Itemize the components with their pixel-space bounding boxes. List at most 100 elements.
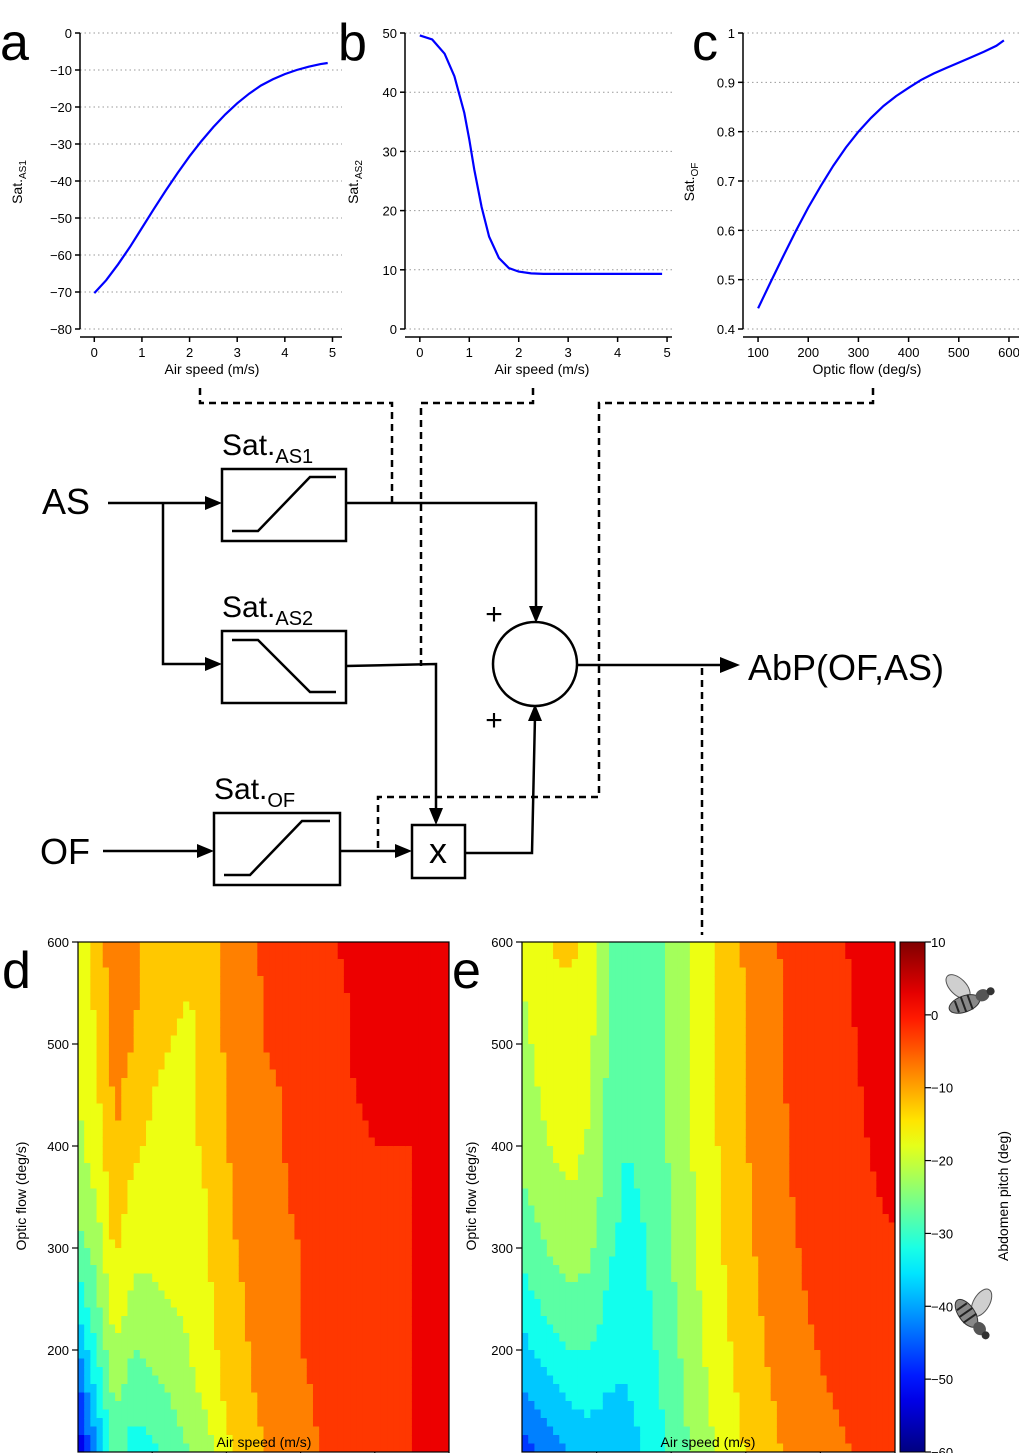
heat-cell xyxy=(263,993,271,1003)
heat-cell xyxy=(571,1299,579,1309)
heat-cell xyxy=(164,1154,172,1164)
heat-cell xyxy=(590,1418,598,1428)
heat-cell xyxy=(627,1061,635,1071)
heat-cell xyxy=(139,1358,147,1368)
heat-cell xyxy=(565,1137,573,1147)
heat-cell xyxy=(238,1333,246,1343)
heat-cell xyxy=(84,1375,91,1385)
heat-cell xyxy=(201,1316,209,1326)
heat-cell xyxy=(306,1418,314,1428)
heat-cell xyxy=(244,1273,252,1283)
heat-cell xyxy=(288,1307,296,1317)
heat-cell xyxy=(424,1069,432,1079)
heat-cell xyxy=(201,1010,209,1020)
heat-cell xyxy=(565,1256,573,1266)
heat-cell xyxy=(337,1197,345,1207)
heat-cell xyxy=(565,1129,573,1139)
heat-cell xyxy=(115,1044,122,1054)
heat-cell xyxy=(306,1061,314,1071)
heat-cell xyxy=(238,976,246,986)
heat-cell xyxy=(195,1188,203,1198)
heat-cell xyxy=(251,1129,258,1139)
heat-cell xyxy=(399,1443,407,1452)
heat-cell xyxy=(195,1052,203,1062)
heat-cell xyxy=(195,1307,203,1317)
heat-cell xyxy=(602,1035,610,1045)
heat-cell xyxy=(269,1052,277,1062)
heat-cell xyxy=(540,1188,548,1198)
heat-cell xyxy=(288,1035,296,1045)
heat-cell xyxy=(102,1307,110,1317)
heat-cell xyxy=(522,1010,529,1020)
heat-cell xyxy=(331,950,339,960)
heat-cell xyxy=(571,1341,579,1351)
heat-cell xyxy=(121,1316,129,1326)
heat-cell xyxy=(96,1027,104,1037)
heat-cell xyxy=(214,1409,221,1419)
heat-cell xyxy=(164,1273,172,1283)
heat-cell xyxy=(362,1171,370,1181)
heat-cell xyxy=(90,1418,98,1428)
heat-cell xyxy=(540,1154,548,1164)
heat-cell xyxy=(343,1248,351,1258)
heat-cell xyxy=(571,1137,579,1147)
heat-cell xyxy=(436,1239,444,1249)
heat-cell xyxy=(534,1231,542,1241)
heat-cell xyxy=(405,1154,413,1164)
heat-cell xyxy=(577,1001,585,1011)
heat-cell xyxy=(405,1137,413,1147)
heat-cell xyxy=(337,1001,345,1011)
heat-cell xyxy=(546,1350,554,1360)
heat-cell xyxy=(418,1282,425,1292)
heat-cell xyxy=(405,1324,413,1334)
heat-cell xyxy=(288,1137,296,1147)
heat-cell xyxy=(146,1197,153,1207)
heat-cell xyxy=(609,1375,616,1385)
heat-cell xyxy=(621,959,629,969)
heat-cell xyxy=(343,1163,351,1173)
heat-cell xyxy=(368,1443,376,1452)
heat-cell xyxy=(306,1027,314,1037)
heat-cell xyxy=(534,1154,542,1164)
heat-cell xyxy=(442,1273,449,1283)
heat-cell xyxy=(577,1426,585,1436)
heat-cell xyxy=(633,1418,641,1428)
heat-cell xyxy=(300,1188,308,1198)
heat-cell xyxy=(90,1290,98,1300)
heat-cell xyxy=(609,950,616,960)
heat-cell xyxy=(553,1103,560,1113)
heat-cell xyxy=(232,1197,240,1207)
heat-cell xyxy=(590,1120,598,1130)
heat-cell xyxy=(195,1401,203,1411)
heat-cell xyxy=(300,950,308,960)
heat-cell xyxy=(288,1392,296,1402)
heat-cell xyxy=(139,1078,147,1088)
heat-cell xyxy=(565,1180,573,1190)
heat-cell xyxy=(232,1137,240,1147)
heat-cell xyxy=(108,1273,116,1283)
heat-cell xyxy=(368,1214,376,1224)
heat-cell xyxy=(152,1435,159,1445)
heat-cell xyxy=(146,1409,153,1419)
heat-cell xyxy=(436,1137,444,1147)
heat-cell xyxy=(189,1222,197,1232)
heat-cell xyxy=(84,1120,91,1130)
heat-cell xyxy=(442,1426,449,1436)
heat-cell xyxy=(584,1103,591,1113)
heat-cell xyxy=(387,1290,394,1300)
heat-cell xyxy=(288,1273,296,1283)
heat-cell xyxy=(152,1078,159,1088)
x-tick-label: 2 xyxy=(186,345,193,360)
heat-cell xyxy=(312,1044,320,1054)
heat-cell xyxy=(337,993,345,1003)
heat-cell xyxy=(609,1341,616,1351)
heat-cell xyxy=(300,1120,308,1130)
heat-cell xyxy=(387,1035,394,1045)
heat-cell xyxy=(269,1214,277,1224)
heat-cell xyxy=(294,1239,302,1249)
heat-cell xyxy=(195,1171,203,1181)
heat-cell xyxy=(565,950,573,960)
heat-cell xyxy=(356,1392,364,1402)
heat-cell xyxy=(257,1367,265,1377)
heat-cell xyxy=(387,1222,394,1232)
